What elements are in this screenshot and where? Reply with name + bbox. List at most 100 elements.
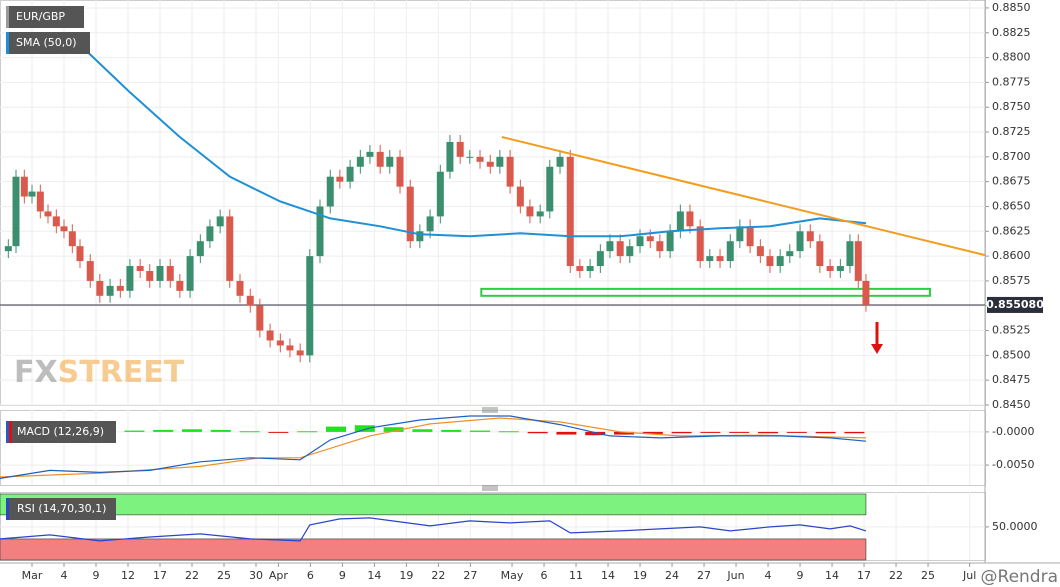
candle-body [756,246,764,257]
candle-body [266,330,274,341]
macd-histogram-bar [210,429,231,432]
macd-histogram-bar [700,431,721,433]
label-box [6,498,116,520]
candle-body [36,191,44,212]
x-tick-label: 22 [889,569,903,582]
last-price-tag [987,296,1043,313]
label-marker [6,421,9,443]
candle-body [316,206,324,257]
candle-body [776,256,784,267]
y-tick-label: 0.8525 [992,324,1031,337]
candle-body [426,216,434,232]
candle-body [846,241,854,267]
macd-histogram-bar [556,431,577,435]
macd-histogram-bar [239,431,260,433]
candle-body [146,270,154,281]
macd-histogram-bar [124,430,145,432]
candle-body [656,241,664,252]
macd-histogram-bar [297,431,318,433]
macd-histogram-bar [786,431,807,433]
macd-histogram-bar [326,426,347,432]
candle-body [596,251,604,267]
candle-body [276,340,284,346]
candle-body [44,211,52,217]
candle-body [796,231,804,252]
macd-histogram-bar [383,427,404,432]
macd-histogram-bar [642,431,663,434]
y-tick-label: -0.0050 [992,458,1034,471]
y-tick-label: 0.8850 [992,1,1031,14]
x-tick-label: 25 [921,569,935,582]
candle-body [206,226,214,242]
candle-body [546,166,554,212]
macd-histogram-bar [412,429,433,432]
candle-body [676,211,684,232]
candle-body [586,266,594,271]
candle-body [376,151,384,167]
candle-body [416,231,424,242]
candle-body [476,156,484,162]
candle-body [606,241,614,252]
y-tick-label: 0.8750 [992,100,1031,113]
panel-grip [482,407,498,491]
x-tick-label: Apr [269,569,289,582]
candle-body [4,246,12,252]
macd-histogram-bar [153,429,174,432]
rsi-label: RSI (14,70,30,1) [17,502,106,515]
x-tick-label: 19 [399,569,413,582]
candle-body [136,266,144,271]
candle-body [386,156,394,167]
macd-histogram-bar [441,429,462,432]
x-tick-label: 27 [697,569,711,582]
y-tick-label: 0.8500 [992,348,1031,361]
candle-body [666,231,674,252]
macd-histogram-bar [614,431,635,435]
symbol-label: EUR/GBP [16,10,65,23]
candle-body [836,266,844,271]
candle-body [436,171,444,217]
candle-body [346,166,354,182]
macd-histogram-bar [470,430,491,432]
candle-body [326,176,334,207]
candle-body [496,156,504,167]
macd-histogram-bar [527,431,548,434]
rsi-line [0,517,867,542]
y-tick-label: 0.8775 [992,75,1031,88]
y-tick-label: -0.0000 [992,425,1034,438]
candle-body [106,285,114,296]
candle-body [96,280,104,296]
macd-histogram-bar [729,431,750,433]
oversold-zone [0,538,867,561]
candle-body [396,156,404,187]
x-tick-label: 6 [541,569,548,582]
watermark-fx: FX [14,355,58,390]
candle-body [826,266,834,271]
macd-histogram-bar [585,431,606,436]
candle-body [68,231,76,247]
candle-body [166,266,174,281]
candle-body [862,280,870,305]
candle-body [716,256,724,262]
x-tick-label: 14 [367,569,381,582]
candle-body [616,241,624,257]
y-tick-label: 0.8575 [992,274,1031,287]
label-box [6,6,84,28]
candle-body [116,285,124,291]
candle-body [466,156,474,158]
x-tick-label: 22 [185,569,199,582]
x-tick-label: 9 [797,569,804,582]
arrow [871,322,883,354]
y-tick-label: 0.8600 [992,249,1031,262]
credit: @Rendra [981,567,1058,587]
y-tick-label: 0.8825 [992,26,1031,39]
candle-body [446,141,454,172]
macd-histogram-bar [671,431,692,434]
x-tick-label: 22 [431,569,445,582]
sma-line [84,48,867,238]
candle-body [306,256,314,356]
y-tick-label: 0.8800 [992,51,1031,64]
y-tick-label: 0.8700 [992,150,1031,163]
x-tick-label: 9 [93,569,100,582]
candle-body [736,226,744,242]
label-marker [6,498,9,520]
